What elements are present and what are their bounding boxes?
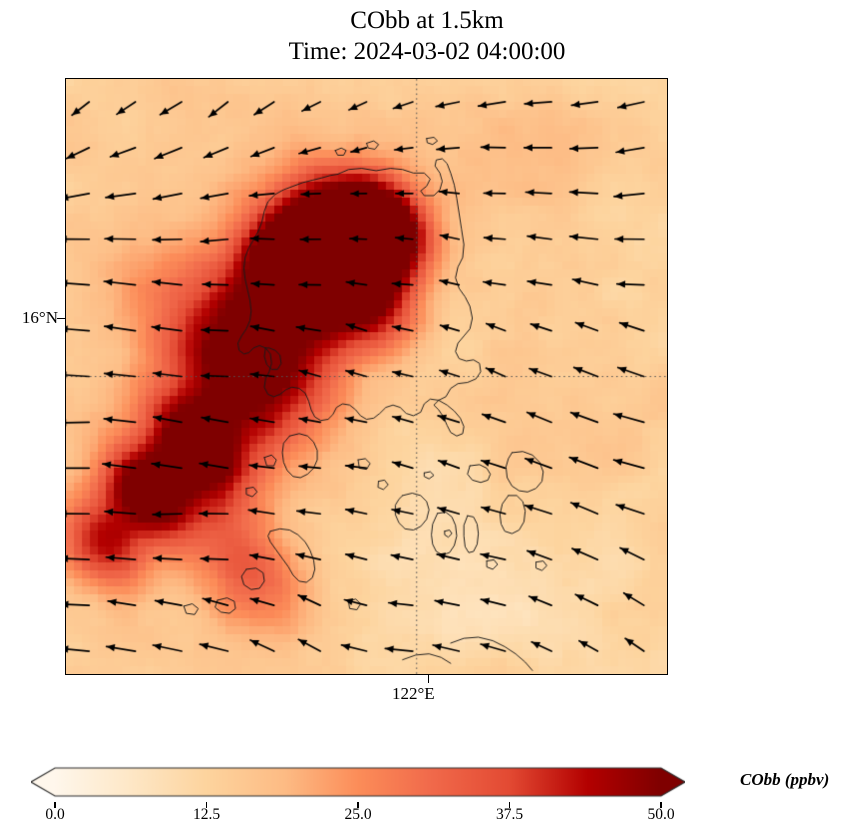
- xtick-label-122e: 122°E: [392, 684, 435, 703]
- title-line-timestamp: Time: 2024-03-02 04:00:00: [288, 37, 566, 65]
- colorbar-title: CObb (ppbv): [740, 770, 830, 789]
- colorbar-tick-mark: [357, 802, 359, 808]
- xtick-mark-122e: [427, 675, 429, 683]
- ytick-label-16n: 16°N: [21, 308, 58, 327]
- colorbar-tick-label: 12.5: [192, 806, 221, 823]
- colorbar-tick-mark: [54, 802, 56, 808]
- wind-vector-quiver-layer: [66, 79, 667, 674]
- ytick-mark-16n: [57, 317, 65, 319]
- colorbar-tick-labels: 0.0 12.5 25.0 37.5 50.0: [0, 806, 854, 832]
- colorbar-tick-mark: [508, 802, 511, 808]
- colorbar-tick-label: 50.0: [647, 806, 675, 823]
- map-plot-area[interactable]: [65, 78, 668, 675]
- colorbar-tick-label: 25.0: [344, 806, 372, 823]
- figure-title: CObb at 1.5km Time: 2024-03-02 04:00:00: [0, 6, 854, 67]
- colorbar-tick-label: 37.5: [495, 806, 524, 823]
- colorbar-tick-mark: [660, 802, 662, 808]
- colorbar-gradient: [31, 762, 685, 802]
- colorbar-tick-mark: [205, 802, 208, 808]
- title-line-variable: CObb at 1.5km: [350, 7, 504, 34]
- colorbar-tick-label: 0.0: [45, 806, 65, 823]
- colorbar[interactable]: [31, 762, 685, 802]
